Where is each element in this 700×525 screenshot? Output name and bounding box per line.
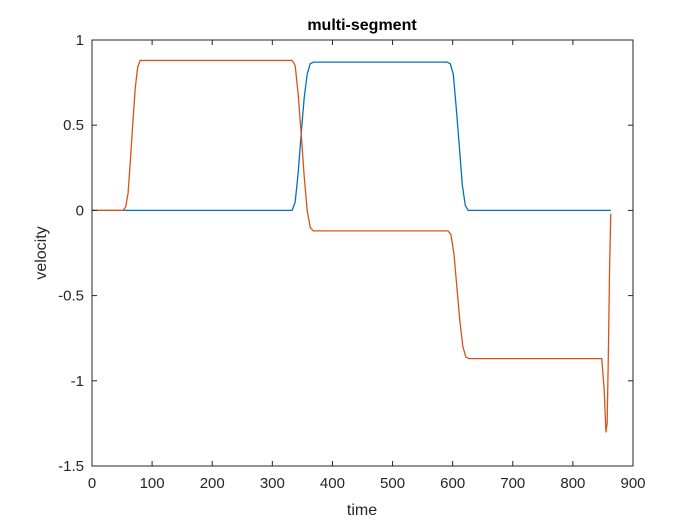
series-line-2 bbox=[92, 59, 612, 433]
y-tick-label: 0 bbox=[76, 202, 84, 219]
y-tick-label: -1.5 bbox=[58, 458, 84, 475]
y-tick-label: -0.5 bbox=[58, 288, 84, 305]
x-tick-label: 400 bbox=[320, 475, 345, 492]
series-layer bbox=[92, 59, 612, 433]
y-axis-title: velocity bbox=[33, 226, 50, 279]
x-axis-title: time bbox=[347, 502, 377, 519]
x-tick-label: 100 bbox=[140, 475, 165, 492]
x-tick-label: 500 bbox=[380, 475, 405, 492]
series-line-1 bbox=[92, 61, 611, 212]
y-tick-label: -1 bbox=[71, 373, 84, 390]
y-tick-label: 1 bbox=[76, 32, 84, 49]
x-tick-label: 900 bbox=[620, 475, 645, 492]
x-tick-label: 300 bbox=[260, 475, 285, 492]
x-tick-label: 0 bbox=[88, 475, 96, 492]
axes-box bbox=[91, 39, 634, 467]
x-tick-label: 200 bbox=[200, 475, 225, 492]
y-tick-label: 0.5 bbox=[63, 117, 84, 134]
x-tick-label: 800 bbox=[560, 475, 585, 492]
plot-area bbox=[92, 40, 633, 466]
x-tick-label: 600 bbox=[440, 475, 465, 492]
chart-title: multi-segment bbox=[307, 17, 417, 34]
axes-layer: 0 100 200 300 400 500 600 700 800 900 -1.5 -1 -0.5 0 0… bbox=[58, 32, 645, 492]
x-tick-label: 700 bbox=[500, 475, 525, 492]
